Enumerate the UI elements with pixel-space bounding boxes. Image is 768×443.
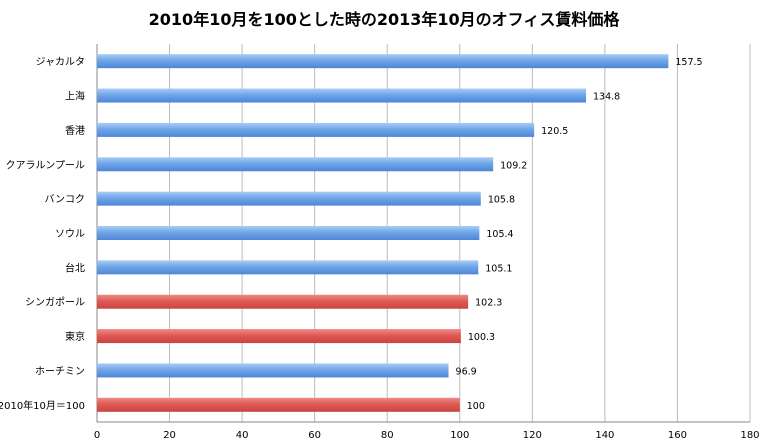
x-tick-label: 120: [523, 430, 542, 441]
value-label: 105.1: [485, 263, 512, 274]
bar-2: [97, 122, 535, 137]
x-tick-label: 160: [668, 430, 687, 441]
x-tick-label: 80: [381, 430, 394, 441]
bars: [97, 54, 669, 412]
value-label: 157.5: [675, 57, 702, 68]
value-label: 109.2: [500, 160, 527, 171]
bar-8: [97, 329, 461, 344]
category-label: 台北: [65, 261, 85, 274]
category-label: クアラルンプール: [6, 159, 86, 171]
value-label: 134.8: [593, 92, 620, 103]
bar-4: [97, 191, 481, 206]
value-label: 105.4: [486, 229, 513, 240]
bar-9: [97, 363, 449, 378]
x-tick-label: 20: [163, 430, 176, 441]
bar-0: [97, 54, 669, 69]
x-tick-label: 40: [236, 430, 249, 441]
category-label: 東京: [65, 330, 85, 343]
category-label: シンガポール: [25, 297, 85, 309]
bar-6: [97, 260, 479, 275]
value-label: 120.5: [541, 126, 568, 137]
bar-7: [97, 294, 469, 309]
bar-5: [97, 226, 480, 240]
labels: 0 20 40 60 80 100 120 140 160 180 ジャカルタ 157.5 上海 134.…: [0, 56, 760, 441]
chart-title: 2010年10月を100とした時の2013年10月のオフィス賃料価格: [148, 10, 620, 29]
x-tick-label: 180: [740, 430, 759, 441]
category-label: ジャカルタ: [36, 56, 86, 68]
value-label: 96.9: [456, 366, 477, 377]
x-tick-label: 0: [94, 430, 100, 441]
x-tick-label: 140: [595, 430, 614, 441]
category-label: バンコク: [45, 194, 86, 206]
category-label: ホーチミン: [35, 365, 85, 377]
value-label: 100: [467, 401, 485, 412]
bar-10: [97, 397, 460, 412]
bar-1: [97, 88, 587, 103]
value-label: 102.3: [475, 298, 502, 309]
value-label: 100.3: [468, 332, 495, 343]
bar-3: [97, 157, 494, 172]
x-tick-label: 60: [308, 430, 321, 441]
category-label: 香港: [65, 125, 85, 137]
x-tick-label: 100: [450, 430, 469, 441]
category-label: ソウル: [55, 228, 85, 240]
category-label: 上海: [65, 90, 85, 103]
category-label: 2010年10月＝100: [0, 399, 85, 412]
value-label: 105.8: [488, 195, 515, 206]
